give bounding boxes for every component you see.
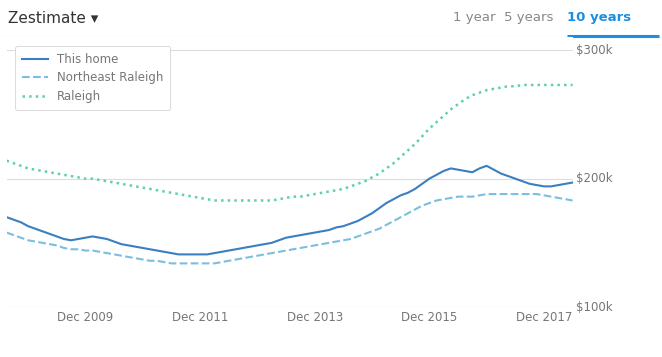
Text: Zestimate ▾: Zestimate ▾ bbox=[8, 11, 99, 26]
Text: 5 years: 5 years bbox=[504, 11, 554, 25]
Text: 1 year: 1 year bbox=[453, 11, 496, 25]
Legend: This home, Northeast Raleigh, Raleigh: This home, Northeast Raleigh, Raleigh bbox=[15, 46, 170, 110]
Text: $300k: $300k bbox=[576, 44, 613, 57]
Text: $100k: $100k bbox=[576, 301, 613, 313]
Text: $200k: $200k bbox=[576, 172, 613, 185]
Text: 10 years: 10 years bbox=[567, 11, 631, 25]
